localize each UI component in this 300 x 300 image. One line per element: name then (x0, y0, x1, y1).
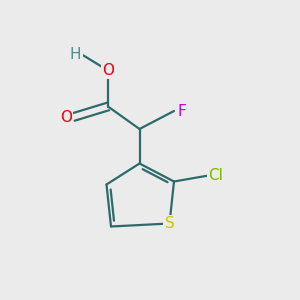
Text: O: O (60, 110, 72, 124)
Text: Cl: Cl (208, 168, 224, 183)
Text: H: H (70, 46, 81, 62)
Text: O: O (102, 63, 114, 78)
Text: F: F (177, 103, 186, 118)
Text: S: S (165, 216, 174, 231)
